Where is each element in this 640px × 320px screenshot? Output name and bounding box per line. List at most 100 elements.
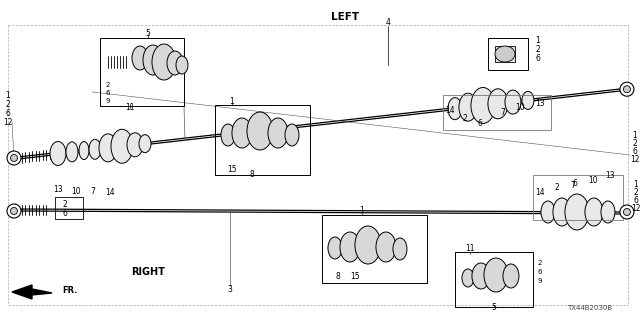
Ellipse shape <box>495 46 515 62</box>
Ellipse shape <box>488 89 508 119</box>
Bar <box>443 95 551 130</box>
Circle shape <box>10 207 17 214</box>
Text: 6: 6 <box>632 147 637 156</box>
Text: LEFT: LEFT <box>331 12 359 22</box>
Ellipse shape <box>176 56 188 74</box>
Text: 8: 8 <box>250 171 254 180</box>
Ellipse shape <box>505 90 521 114</box>
Ellipse shape <box>471 87 495 124</box>
Ellipse shape <box>462 269 474 287</box>
Circle shape <box>620 82 634 96</box>
Circle shape <box>7 204 21 218</box>
Text: 12: 12 <box>3 117 13 126</box>
Ellipse shape <box>66 142 78 162</box>
Bar <box>488 38 528 70</box>
Ellipse shape <box>585 198 603 226</box>
Bar <box>322 215 427 283</box>
Ellipse shape <box>50 141 66 165</box>
Text: 1: 1 <box>230 97 234 106</box>
Text: 2: 2 <box>6 100 10 108</box>
Ellipse shape <box>152 44 176 80</box>
Ellipse shape <box>99 134 117 162</box>
Bar <box>533 175 623 220</box>
Circle shape <box>623 209 630 215</box>
Text: 15: 15 <box>227 165 237 174</box>
Text: 13: 13 <box>605 172 615 180</box>
Ellipse shape <box>601 201 615 223</box>
Text: 6: 6 <box>538 269 542 275</box>
Text: 2: 2 <box>536 44 540 53</box>
Text: 2: 2 <box>63 201 67 210</box>
Circle shape <box>7 151 21 165</box>
Ellipse shape <box>376 232 396 262</box>
Text: 6: 6 <box>477 118 483 127</box>
Text: 7: 7 <box>570 181 575 190</box>
Text: 13: 13 <box>535 99 545 108</box>
Circle shape <box>620 205 634 219</box>
Ellipse shape <box>132 46 148 70</box>
Ellipse shape <box>553 198 571 226</box>
Text: 15: 15 <box>350 273 360 282</box>
Text: 6: 6 <box>63 210 67 219</box>
Ellipse shape <box>472 263 490 289</box>
Text: RIGHT: RIGHT <box>131 267 165 277</box>
Bar <box>55 197 83 219</box>
Polygon shape <box>12 285 52 299</box>
Ellipse shape <box>247 112 273 150</box>
Ellipse shape <box>167 51 183 75</box>
Text: 13: 13 <box>53 186 63 195</box>
Text: 1: 1 <box>360 206 364 215</box>
Ellipse shape <box>355 226 381 264</box>
Ellipse shape <box>328 237 342 259</box>
Text: 10: 10 <box>588 177 598 186</box>
Text: 6: 6 <box>573 180 577 188</box>
Text: 1: 1 <box>634 180 638 189</box>
Text: 3: 3 <box>228 285 232 294</box>
Ellipse shape <box>522 92 534 109</box>
Text: 6: 6 <box>106 90 110 96</box>
Text: 2: 2 <box>538 260 542 266</box>
Bar <box>455 252 533 307</box>
Text: 4: 4 <box>385 18 390 27</box>
Ellipse shape <box>268 118 288 148</box>
Ellipse shape <box>285 124 299 146</box>
Text: 5: 5 <box>145 28 150 37</box>
Ellipse shape <box>111 129 133 163</box>
Text: 5: 5 <box>492 303 497 313</box>
Text: 12: 12 <box>630 155 640 164</box>
Ellipse shape <box>221 124 235 146</box>
Text: 2: 2 <box>555 183 559 193</box>
Ellipse shape <box>459 93 477 121</box>
Text: 1: 1 <box>632 131 637 140</box>
Text: 8: 8 <box>335 273 340 282</box>
Bar <box>215 105 310 175</box>
Bar <box>495 46 515 62</box>
Text: 10: 10 <box>515 102 525 111</box>
Text: 11: 11 <box>125 102 135 111</box>
Text: 14: 14 <box>105 188 115 197</box>
Bar <box>100 38 184 106</box>
Text: 7: 7 <box>90 188 95 196</box>
Ellipse shape <box>232 118 252 148</box>
Circle shape <box>623 86 630 93</box>
Ellipse shape <box>143 45 163 75</box>
Text: 2: 2 <box>463 114 467 123</box>
Text: 14: 14 <box>535 188 545 197</box>
Text: 2: 2 <box>634 188 638 197</box>
Ellipse shape <box>89 139 101 159</box>
Text: 1: 1 <box>536 36 540 44</box>
Ellipse shape <box>565 194 589 230</box>
Text: 10: 10 <box>71 188 81 196</box>
Text: 7: 7 <box>500 108 506 116</box>
Ellipse shape <box>393 238 407 260</box>
Text: 6: 6 <box>536 53 540 62</box>
Text: 2: 2 <box>106 82 110 88</box>
Ellipse shape <box>79 141 89 160</box>
Text: 2: 2 <box>632 139 637 148</box>
Circle shape <box>10 155 17 162</box>
Text: 6: 6 <box>6 108 10 117</box>
Ellipse shape <box>448 98 462 120</box>
Text: 9: 9 <box>538 278 542 284</box>
Text: TX44B2030B: TX44B2030B <box>568 305 612 311</box>
Text: 12: 12 <box>631 204 640 213</box>
